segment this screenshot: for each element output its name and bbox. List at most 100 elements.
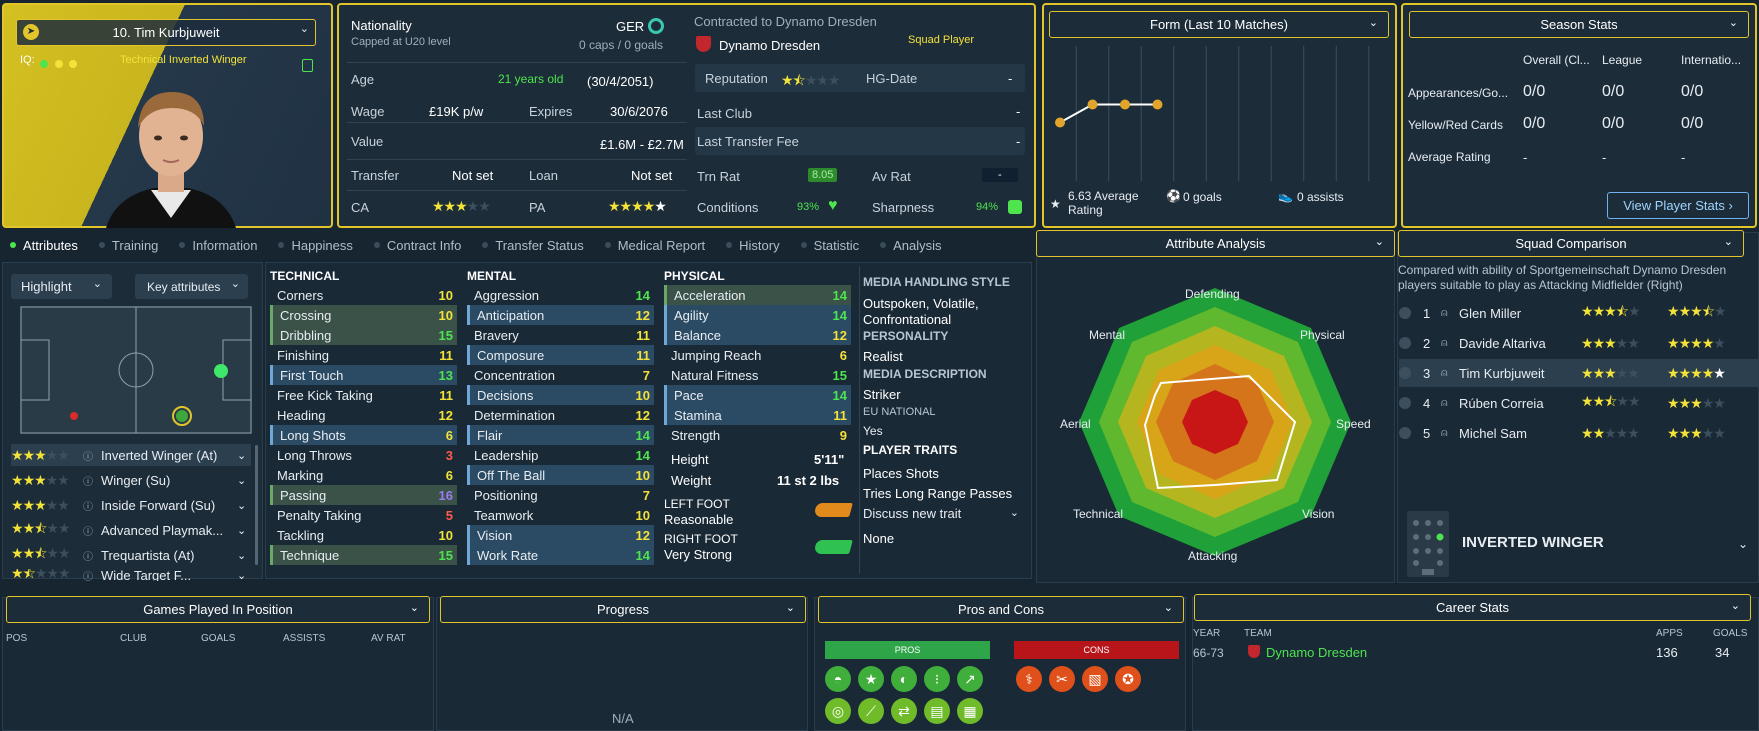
tab-information[interactable]: Information [179,233,257,255]
attribute-row[interactable]: Technique 15 [270,545,457,565]
attribute-row[interactable]: Concentration 7 [467,365,654,385]
attribute-row[interactable]: Corners 10 [270,285,457,305]
chevron-down-icon[interactable]: ⌄ [237,549,247,562]
select-radio[interactable] [1399,307,1411,319]
pros-cons-dropdown[interactable]: Pros and Cons ⌄ [818,596,1184,623]
attribute-row[interactable]: Positioning 7 [467,485,654,505]
key-attributes-dropdown[interactable]: Key attributes ⌄ [135,274,248,299]
games-played-dropdown[interactable]: Games Played In Position ⌄ [6,596,430,623]
attribute-row[interactable]: Determination 12 [467,405,654,425]
info-icon[interactable]: ⓘ [83,476,93,488]
attribute-row[interactable]: Pace 14 [664,385,851,405]
tab-statistic[interactable]: Statistic [800,233,859,255]
form-point[interactable] [1120,99,1130,110]
attribute-row[interactable]: Penalty Taking 5 [270,505,457,525]
attribute-row[interactable]: Tackling 10 [270,525,457,545]
pro-trait-icon[interactable]: ◐ [891,666,917,692]
select-radio[interactable] [1399,337,1411,349]
form-point[interactable] [1152,99,1163,110]
pitch-map[interactable] [20,306,252,434]
trend-up-icon[interactable]: ↗ [957,666,983,692]
info-icon[interactable]: ⓘ [83,571,93,582]
attribute-row[interactable]: Off The Ball 10 [467,465,654,485]
attribute-row[interactable]: Heading 12 [270,405,457,425]
squad-player-row[interactable]: 3 ⍝ Tim Kurbjuweit ★★★★★ ★★★★★ [1399,359,1759,387]
attribute-row[interactable]: Finishing 11 [270,345,457,365]
attribute-row[interactable]: Balance 12 [664,325,851,345]
con-trait-icon[interactable]: ▧ [1082,666,1108,692]
pro-trait-icon[interactable]: ⇄ [891,698,917,724]
season-stats-dropdown[interactable]: Season Stats ⌄ [1409,11,1749,38]
attribute-row[interactable]: Long Shots 6 [270,425,457,445]
attribute-row[interactable]: Crossing 10 [270,305,457,325]
squad-player-row[interactable]: 1 ⍝ Glen Miller ★★★⯪★ ★★★⯪★ [1399,299,1759,327]
chevron-down-icon[interactable]: ⌄ [237,474,247,487]
attribute-row[interactable]: Work Rate 14 [467,545,654,565]
role-row[interactable]: ★★★★★ ⓘ Inverted Winger (At) ⌄ [11,444,251,466]
squad-player-row[interactable]: 2 ⍝ Davide Altariva ★★★★★ ★★★★★ [1399,329,1759,357]
con-trait-icon[interactable]: ✂ [1049,666,1075,692]
attribute-row[interactable]: First Touch 13 [270,365,457,385]
role-row[interactable]: ★★★★★ ⓘ Winger (Su) ⌄ [11,469,251,491]
loan-value[interactable]: Not set [631,168,673,183]
roles-scrollbar[interactable] [255,445,258,565]
attribute-row[interactable]: Teamwork 10 [467,505,654,525]
chevron-down-icon[interactable]: ⌄ [237,569,247,582]
attribute-row[interactable]: Leadership 14 [467,445,654,465]
star-icon[interactable]: ★ [858,666,884,692]
tab-happiness[interactable]: Happiness [278,233,353,255]
pro-trait-icon[interactable]: ◓ [825,666,851,692]
club-name[interactable]: Dynamo Dresden [719,38,821,53]
form-dropdown[interactable]: Form (Last 10 Matches) ⌄ [1049,11,1389,38]
tab-training[interactable]: Training [98,233,158,255]
pro-trait-icon[interactable]: ⟋ [858,698,884,724]
select-radio[interactable] [1399,367,1411,379]
squad-player-row[interactable]: 5 ⍝ Michel Sam ★★★★★ ★★★★★ [1399,419,1759,447]
tab-attributes[interactable]: Attributes [10,233,78,255]
con-trait-icon[interactable]: ✪ [1115,666,1141,692]
attribute-row[interactable]: Long Throws 3 [270,445,457,465]
attribute-row[interactable]: Vision 12 [467,525,654,545]
attribute-analysis-dropdown[interactable]: Attribute Analysis ⌄ [1036,230,1395,257]
attribute-row[interactable]: Anticipation 12 [467,305,654,325]
highlight-dropdown[interactable]: Highlight ⌄ [11,274,112,299]
role-row[interactable]: ★⯪★★★ ⓘ Wide Target F... ⌄ [11,569,251,581]
form-point[interactable] [1055,117,1065,128]
role-row[interactable]: ★★★★★ ⓘ Inside Forward (Su) ⌄ [11,494,251,516]
chevron-down-icon[interactable]: ⌄ [1738,537,1749,551]
role-row[interactable]: ★★⯪★★ ⓘ Trequartista (At) ⌄ [11,544,251,566]
chevron-down-icon[interactable]: ⌄ [237,524,247,537]
progress-dropdown[interactable]: Progress ⌄ [440,596,806,623]
select-radio[interactable] [1399,397,1411,409]
info-icon[interactable]: ⓘ [83,526,93,538]
view-player-stats-button[interactable]: View Player Stats › [1607,192,1749,219]
attribute-row[interactable]: Marking 6 [270,465,457,485]
attribute-row[interactable]: Natural Fitness 15 [664,365,851,385]
select-radio[interactable] [1399,427,1411,439]
role-row[interactable]: ★★⯪★★ ⓘ Advanced Playmak... ⌄ [11,519,251,541]
attribute-row[interactable]: Strength 9 [664,425,851,445]
con-trait-icon[interactable]: ⚕ [1016,666,1042,692]
attribute-row[interactable]: Agility 14 [664,305,851,325]
attribute-row[interactable]: Decisions 10 [467,385,654,405]
pro-trait-icon[interactable]: ⁝ [924,666,950,692]
chevron-down-icon[interactable]: ⌄ [237,449,247,462]
attribute-row[interactable]: Bravery 11 [467,325,654,345]
chevron-down-icon[interactable]: ⌄ [237,499,247,512]
info-icon[interactable]: ⓘ [83,451,93,463]
form-point[interactable] [1087,99,1098,110]
target-icon[interactable]: ◎ [825,698,851,724]
career-stats-dropdown[interactable]: Career Stats ⌄ [1194,594,1751,621]
transfer-value[interactable]: Not set [452,168,494,183]
attribute-row[interactable]: Flair 14 [467,425,654,445]
discuss-trait-dropdown[interactable]: Discuss new trait ⌄ [863,506,1023,526]
info-icon[interactable]: ⓘ [83,551,93,563]
nation-flag-icon[interactable] [648,18,664,34]
career-team[interactable]: Dynamo Dresden [1266,645,1368,660]
tab-transfer-status[interactable]: Transfer Status [482,233,584,255]
tab-medical-report[interactable]: Medical Report [604,233,705,255]
info-icon[interactable]: ⓘ [83,501,93,513]
tab-contract-info[interactable]: Contract Info [373,233,461,255]
attribute-row[interactable]: Aggression 14 [467,285,654,305]
squad-player-row[interactable]: 4 ⍝ Rúben Correia ★★⯪★★ ★★★★★ [1399,389,1759,417]
